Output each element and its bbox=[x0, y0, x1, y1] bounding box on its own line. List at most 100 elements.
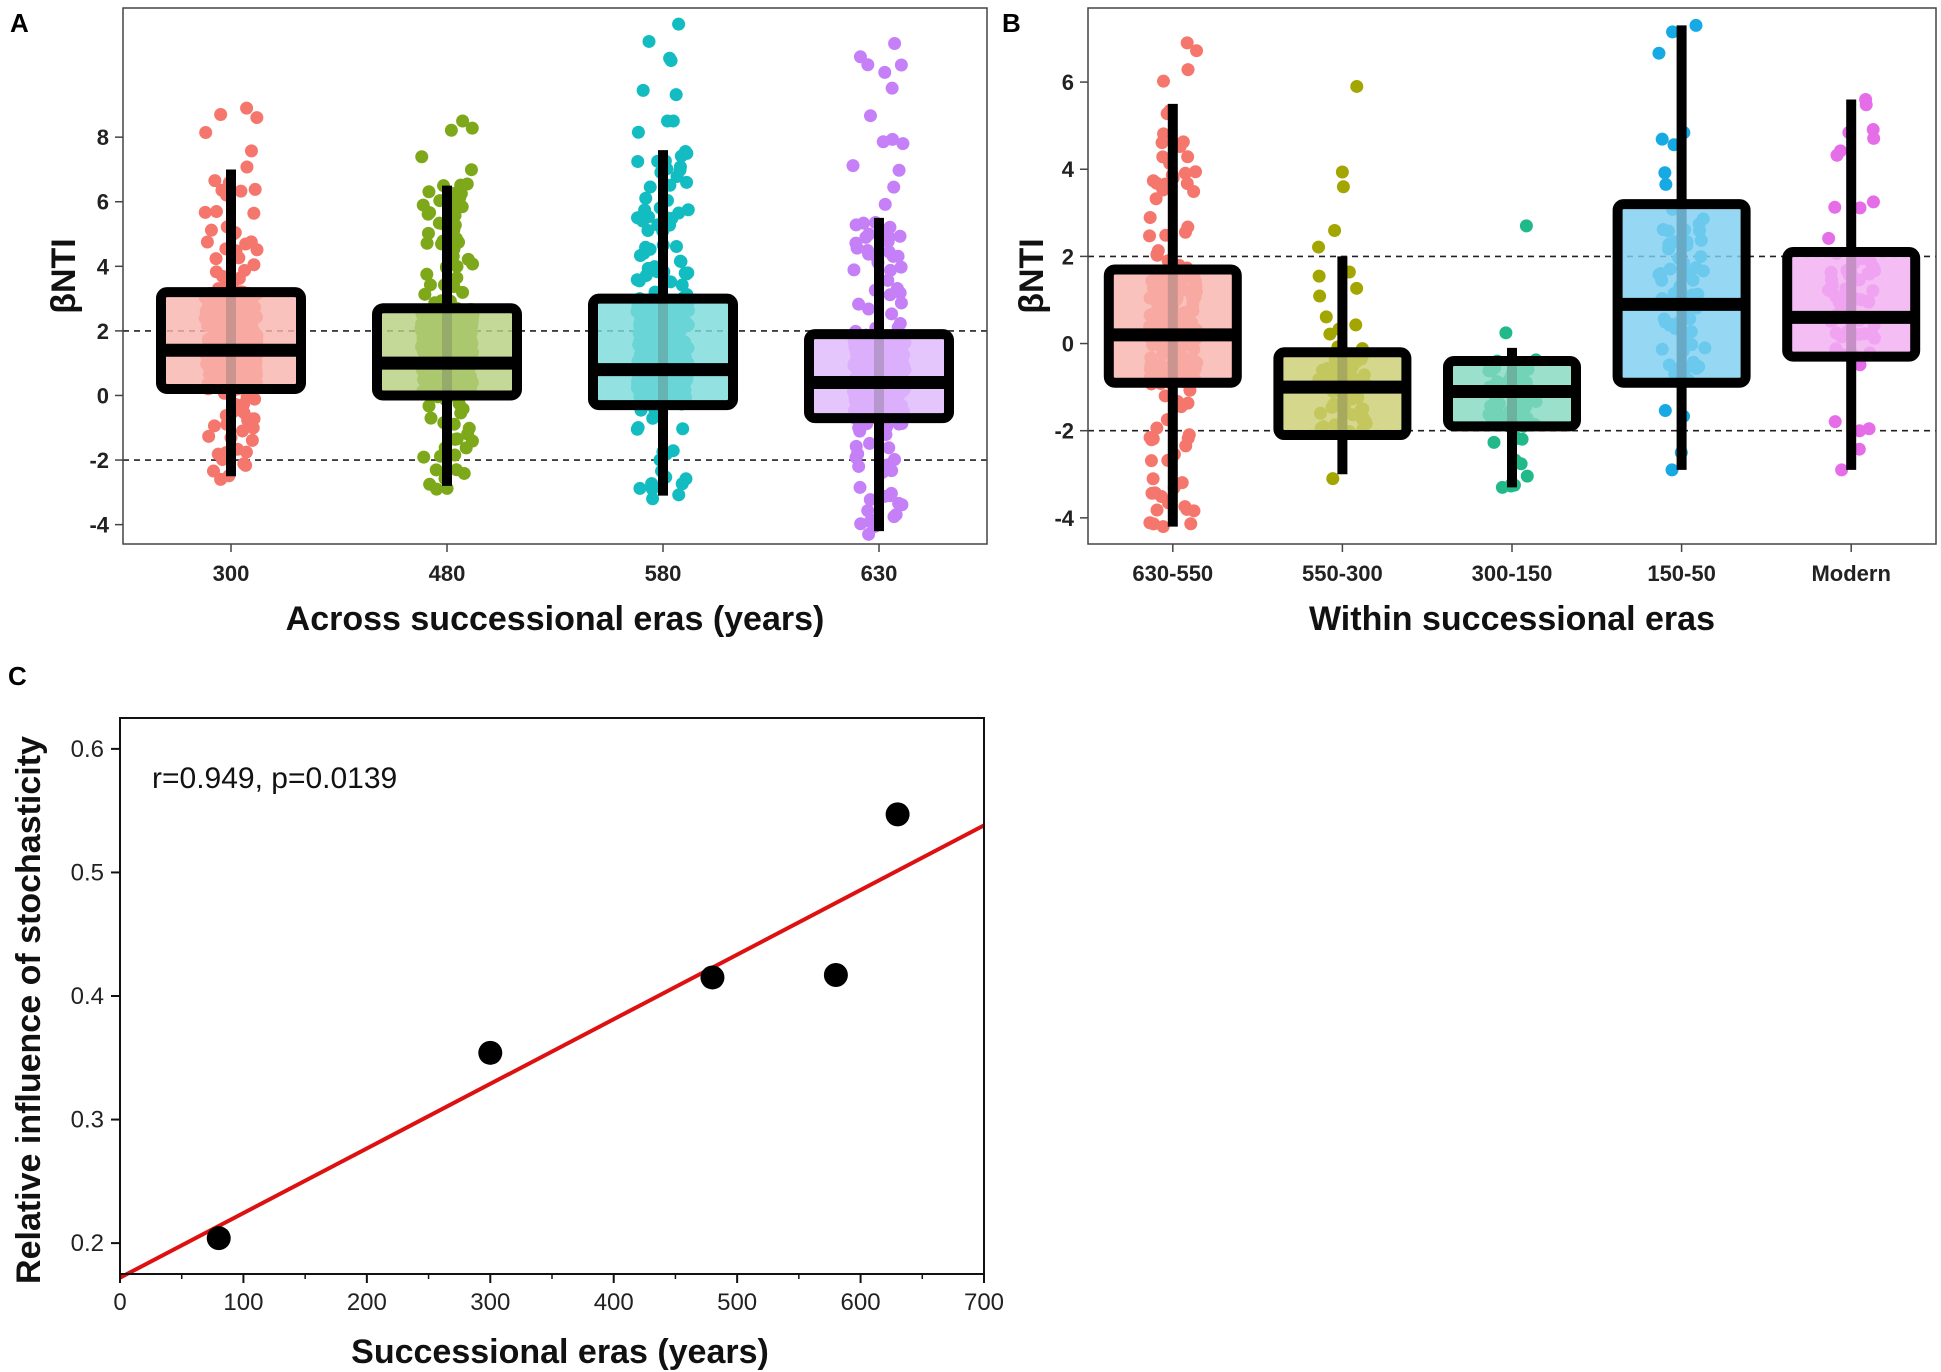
c-y-tick-label: 0.2 bbox=[71, 1230, 104, 1257]
b-point bbox=[1178, 166, 1192, 180]
a-point bbox=[209, 265, 223, 279]
a-point bbox=[245, 433, 259, 447]
a-point-min bbox=[430, 482, 444, 496]
b-y-tick-label: 4 bbox=[1062, 157, 1075, 182]
b-point-max bbox=[1859, 93, 1873, 107]
a-point bbox=[891, 249, 905, 263]
b-point-min bbox=[1495, 480, 1509, 494]
b-box-group-3 bbox=[1612, 18, 1751, 477]
a-point bbox=[895, 498, 909, 512]
c-x-tick-label: 600 bbox=[841, 1289, 881, 1316]
a-point bbox=[885, 81, 899, 95]
a-point bbox=[209, 252, 223, 266]
a-point bbox=[422, 399, 436, 413]
a-point bbox=[199, 126, 213, 140]
a-point bbox=[248, 182, 262, 196]
a-y-tick-label: 6 bbox=[97, 190, 109, 215]
b-point bbox=[1658, 404, 1672, 418]
a-point bbox=[633, 481, 647, 495]
a-point bbox=[237, 397, 251, 411]
a-point bbox=[238, 263, 252, 277]
a-point bbox=[247, 258, 261, 272]
panel-c-frame bbox=[119, 717, 985, 1275]
panel-a-label: A bbox=[10, 8, 29, 38]
a-point bbox=[642, 34, 656, 48]
a-point bbox=[417, 450, 431, 464]
a-point bbox=[420, 267, 434, 281]
b-point bbox=[1350, 281, 1364, 295]
a-y-tick-label: 2 bbox=[97, 319, 109, 344]
a-point bbox=[449, 200, 463, 214]
a-box-1 bbox=[372, 303, 522, 401]
c-fit-line bbox=[119, 823, 985, 1280]
a-point bbox=[853, 480, 867, 494]
b-point bbox=[1143, 229, 1157, 243]
a-point bbox=[884, 486, 898, 500]
a-y-tick-label: -4 bbox=[89, 513, 109, 538]
b-point bbox=[1176, 135, 1190, 149]
b-point bbox=[1144, 454, 1158, 468]
b-point bbox=[1181, 396, 1195, 410]
a-point-max bbox=[240, 101, 254, 115]
a-point bbox=[674, 255, 688, 269]
b-point bbox=[1866, 195, 1880, 209]
a-point bbox=[646, 411, 660, 425]
b-point bbox=[1853, 201, 1867, 215]
a-point bbox=[859, 230, 873, 244]
c-y-tick-label: 0.5 bbox=[71, 859, 104, 886]
a-point bbox=[673, 163, 687, 177]
panel-b-x-axis-title: Within successional eras bbox=[1309, 600, 1715, 638]
a-point bbox=[208, 174, 222, 188]
panel-c-y-ticks: 0.2 0.3 0.4 0.5 0.6 bbox=[71, 736, 120, 1257]
b-point bbox=[1150, 503, 1164, 517]
b-point bbox=[1151, 244, 1165, 258]
a-point bbox=[856, 216, 870, 230]
a-point bbox=[854, 517, 868, 531]
a-point bbox=[676, 422, 690, 436]
a-point bbox=[847, 263, 861, 277]
b-point-max bbox=[1350, 79, 1364, 93]
panel-a-y-ticks: -4 -2 0 2 4 6 8 bbox=[89, 125, 123, 538]
a-point bbox=[863, 493, 877, 507]
a-point-max bbox=[456, 114, 470, 128]
b-point bbox=[1146, 472, 1160, 486]
panel-a-x-axis-title: Across successional eras (years) bbox=[286, 600, 825, 638]
a-point bbox=[464, 163, 478, 177]
a-point bbox=[454, 406, 468, 420]
a-point bbox=[636, 83, 650, 97]
b-x-tick-label: 300-150 bbox=[1472, 561, 1553, 586]
b-point bbox=[1181, 220, 1195, 234]
a-point bbox=[882, 441, 896, 455]
a-point bbox=[853, 424, 867, 438]
b-point bbox=[1145, 486, 1159, 500]
b-point-min bbox=[1835, 463, 1849, 477]
a-point bbox=[894, 296, 908, 310]
panel-c-y-axis-title: Relative influence of stochasticity bbox=[10, 736, 48, 1284]
b-point-max bbox=[1519, 219, 1533, 233]
b-point bbox=[1487, 435, 1501, 449]
a-point bbox=[849, 439, 863, 453]
a-point bbox=[639, 191, 653, 205]
a-point bbox=[665, 212, 679, 226]
panel-a: A -4 -2 0 2 4 6 8 300 480 580 630 βNTI Across suc… bbox=[10, 7, 988, 638]
b-point bbox=[1175, 476, 1189, 490]
a-point bbox=[421, 226, 435, 240]
a-point bbox=[675, 278, 689, 292]
a-point bbox=[863, 436, 877, 450]
c-x-tick-label: 400 bbox=[594, 1289, 634, 1316]
a-point bbox=[214, 108, 228, 122]
a-point bbox=[420, 236, 434, 250]
a-point bbox=[204, 223, 218, 237]
b-y-tick-label: 2 bbox=[1062, 244, 1074, 269]
a-point bbox=[887, 180, 901, 194]
a-y-tick-label: 0 bbox=[97, 383, 109, 408]
b-point bbox=[1659, 177, 1673, 191]
a-point bbox=[887, 510, 901, 524]
a-box-group-0 bbox=[156, 101, 306, 486]
a-point bbox=[449, 463, 463, 477]
panel-a-boxes bbox=[156, 17, 954, 541]
c-x-tick-label: 100 bbox=[223, 1289, 263, 1316]
a-point-max bbox=[888, 37, 902, 51]
a-point bbox=[235, 424, 249, 438]
a-point bbox=[881, 458, 895, 472]
